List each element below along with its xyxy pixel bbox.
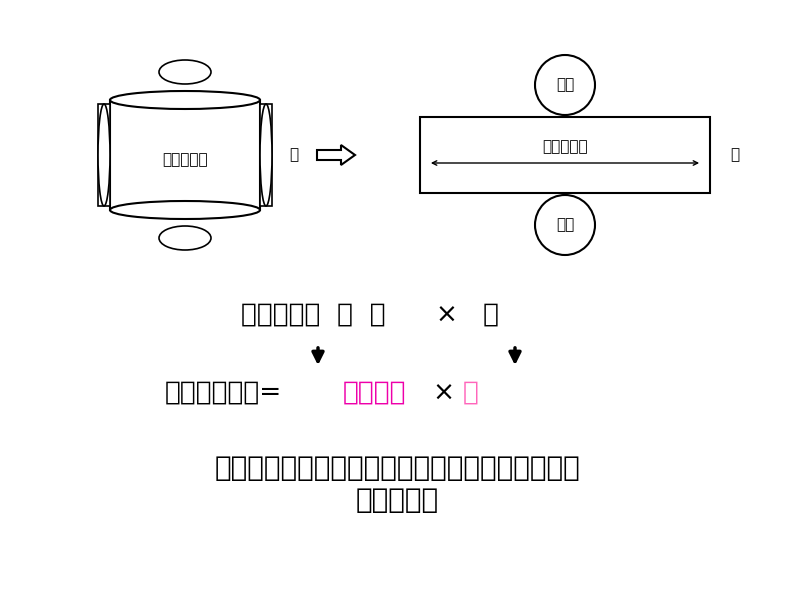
Text: 圆柱的高。: 圆柱的高。 xyxy=(356,486,438,514)
Text: 底面: 底面 xyxy=(176,64,194,79)
Ellipse shape xyxy=(260,104,272,206)
Bar xyxy=(420,117,710,193)
Ellipse shape xyxy=(110,201,260,219)
Bar xyxy=(110,100,260,210)
Text: 底面: 底面 xyxy=(556,218,574,232)
Text: 底面的周长: 底面的周长 xyxy=(542,139,588,154)
Bar xyxy=(260,104,272,206)
Text: 底面周长: 底面周长 xyxy=(343,380,407,406)
Text: 圆柱的侧面积=: 圆柱的侧面积= xyxy=(165,380,282,406)
Text: 高: 高 xyxy=(290,147,299,163)
Text: 底面: 底面 xyxy=(556,77,574,92)
Text: 底面的周长: 底面的周长 xyxy=(162,153,208,167)
Text: 高: 高 xyxy=(730,147,739,163)
Text: 底面: 底面 xyxy=(176,231,194,246)
Ellipse shape xyxy=(159,226,211,250)
Ellipse shape xyxy=(98,104,110,206)
Text: 长方形的长等于圆柱的底面周长，长方形的宽等于: 长方形的长等于圆柱的底面周长，长方形的宽等于 xyxy=(214,454,580,482)
Polygon shape xyxy=(317,145,355,165)
Text: 高: 高 xyxy=(463,380,479,406)
Bar xyxy=(98,104,110,206)
Ellipse shape xyxy=(159,60,211,84)
Circle shape xyxy=(535,195,595,255)
Ellipse shape xyxy=(110,91,260,109)
Text: 长方形面积  ＝  长      ×   宽: 长方形面积 ＝ 长 × 宽 xyxy=(241,302,499,328)
Circle shape xyxy=(535,55,595,115)
Text: ×: × xyxy=(433,380,472,406)
